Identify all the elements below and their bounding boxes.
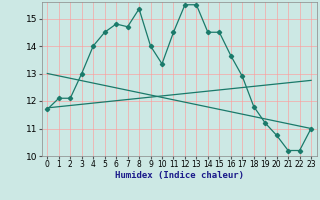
X-axis label: Humidex (Indice chaleur): Humidex (Indice chaleur) <box>115 171 244 180</box>
